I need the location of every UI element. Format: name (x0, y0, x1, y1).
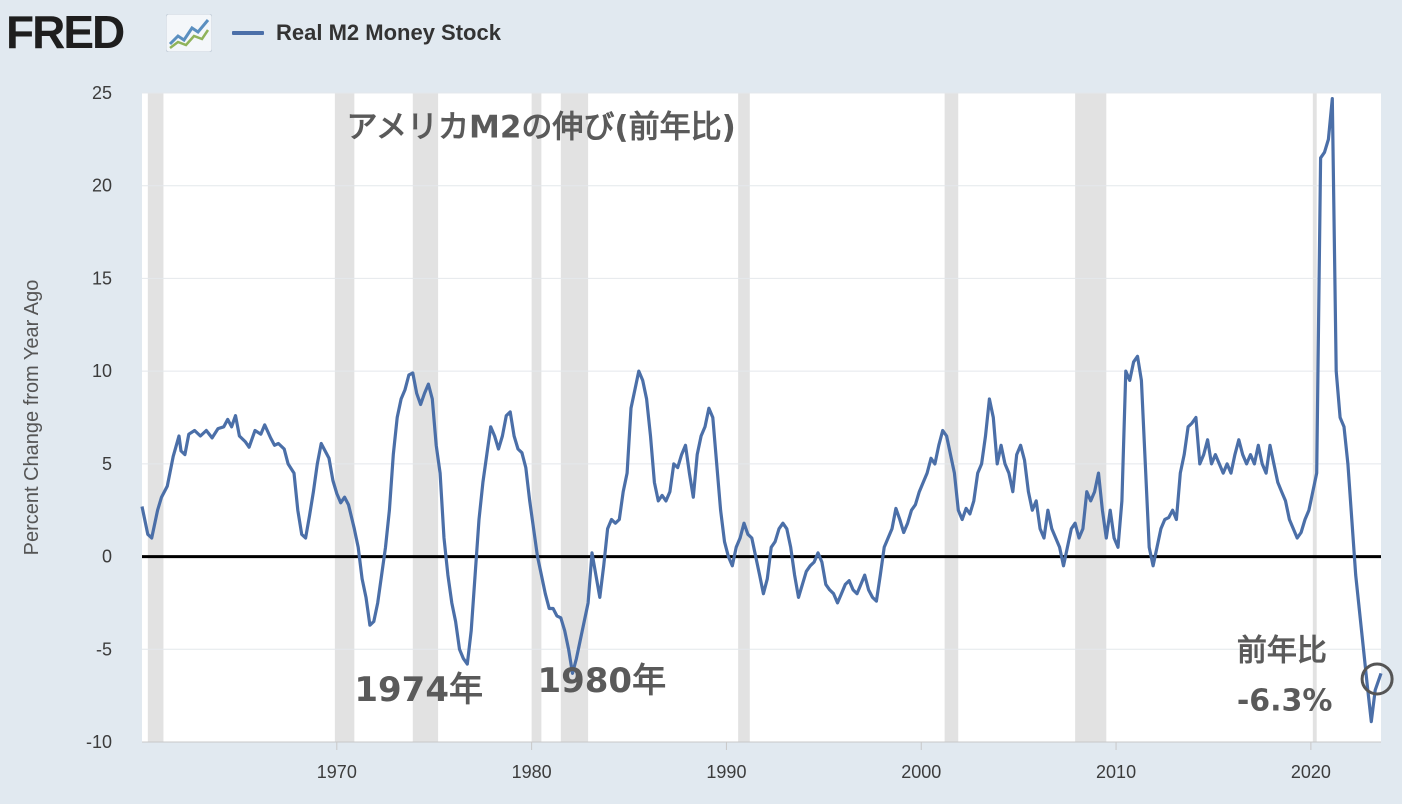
x-tick-label: 2010 (1096, 762, 1136, 782)
x-tick-label: 1980 (512, 762, 552, 782)
recession-band (1075, 93, 1107, 742)
legend-swatch (232, 31, 264, 35)
y-tick-label: 20 (92, 176, 112, 196)
recession-band (531, 93, 542, 742)
annotations: アメリカM2の伸び(前年比) 1974年 1980年 前年比 -6.3% (347, 110, 1394, 718)
y-tick-label: -5 (96, 639, 112, 659)
y-tick-label: 25 (92, 83, 112, 103)
x-tick-label: 2000 (901, 762, 941, 782)
line-graph-icon (166, 14, 212, 52)
series-layer (140, 97, 1383, 724)
series-line[interactable] (140, 97, 1383, 724)
x-axis-ticks: 1970 1980 1990 2000 2010 2020 (142, 741, 1381, 782)
recession-band (738, 93, 750, 742)
y-tick-label: -10 (86, 732, 112, 752)
recession-band (1312, 93, 1317, 742)
recession-band (944, 93, 959, 742)
x-tick-label: 1990 (706, 762, 746, 782)
annotation-text: -6.3% (1237, 683, 1333, 718)
x-tick-label: 1970 (317, 762, 357, 782)
annotation-text: 1980年 (537, 661, 666, 701)
recession-bands (147, 93, 1317, 742)
recession-band (560, 93, 589, 742)
legend[interactable]: Real M2 Money Stock (232, 18, 501, 48)
recession-band (147, 93, 164, 742)
fred-logo[interactable]: FRED (6, 6, 125, 58)
annotation-text: 1974年 (354, 670, 483, 710)
y-axis-label: Percent Change from Year Ago (21, 280, 43, 556)
y-tick-label: 10 (92, 361, 112, 381)
annotation-text: アメリカM2の伸び(前年比) (347, 110, 736, 146)
y-tick-label: 5 (102, 454, 112, 474)
legend-label: Real M2 Money Stock (276, 20, 501, 45)
y-tick-label: 0 (102, 547, 112, 567)
annotation-text: 前年比 (1237, 633, 1327, 668)
recession-band (334, 93, 355, 742)
highlight-circle-marker (1360, 662, 1394, 696)
y-tick-label: 15 (92, 268, 112, 288)
chart-header: FRED Real M2 Money Stock (0, 0, 1402, 70)
x-tick-label: 2020 (1291, 762, 1331, 782)
y-axis-ticks: -10 -5 0 5 10 15 20 25 (86, 83, 112, 752)
